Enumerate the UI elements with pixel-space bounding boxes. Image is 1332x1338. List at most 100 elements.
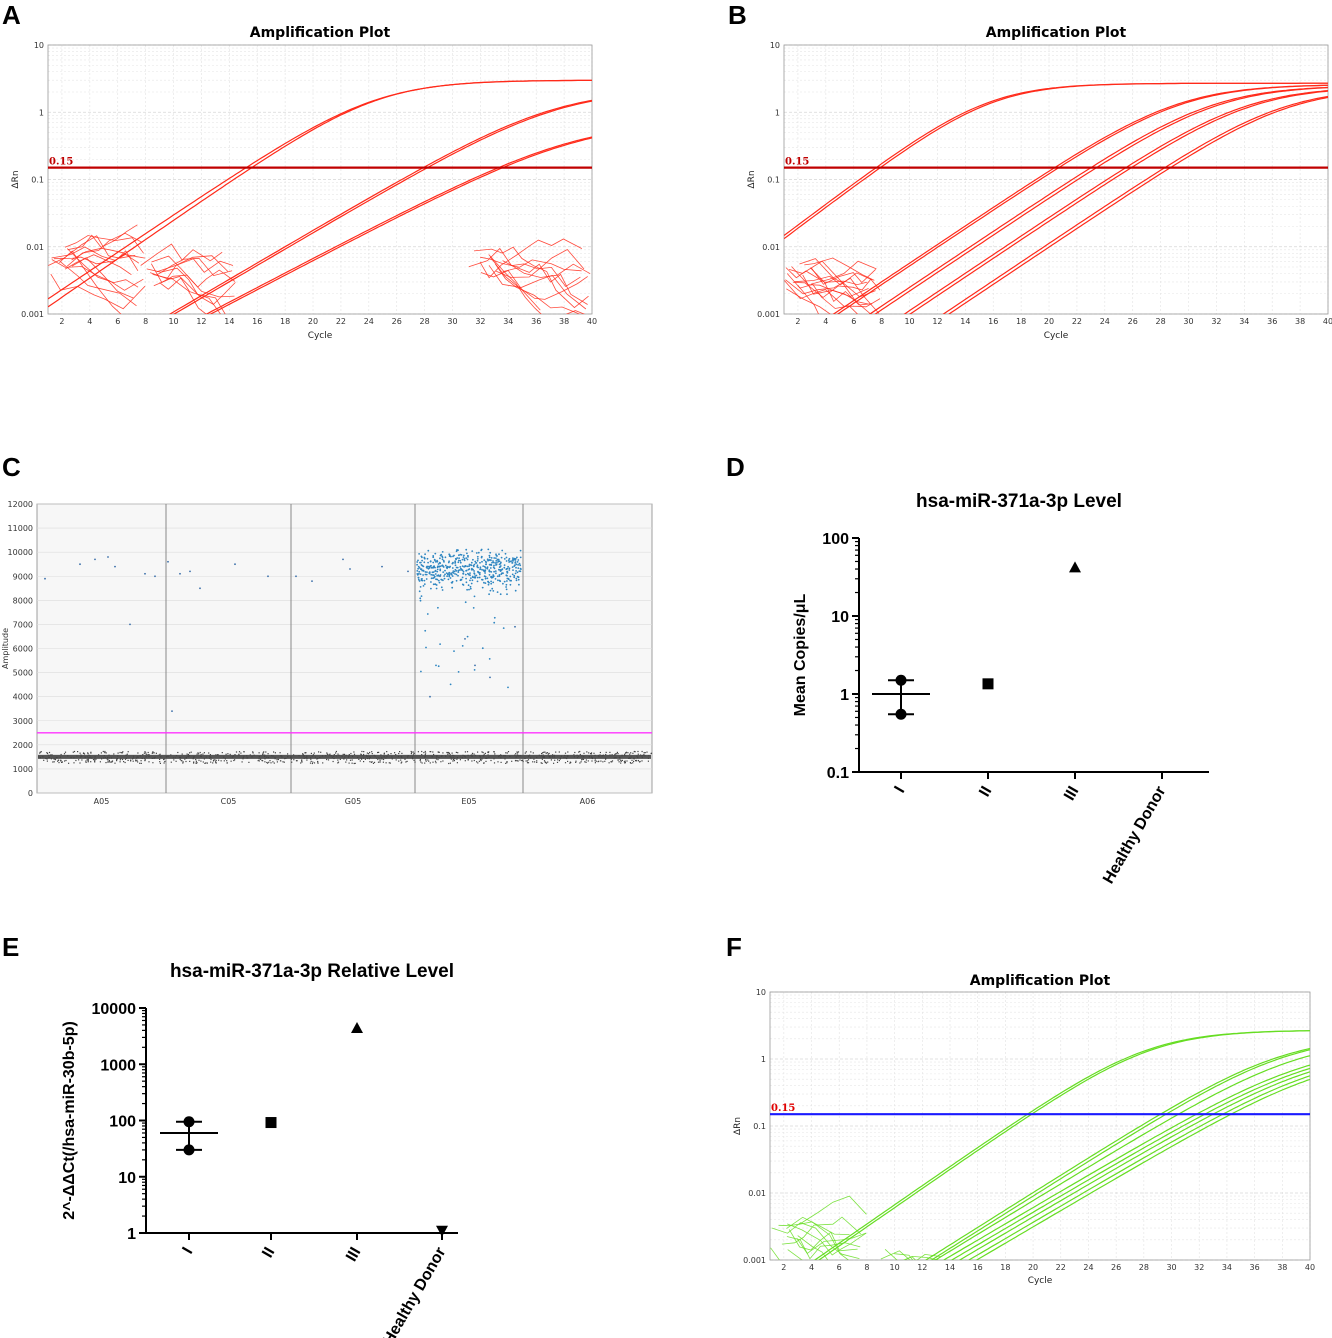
negative-droplet [590,753,592,755]
negative-droplet [451,752,453,754]
positive-droplet [517,559,520,561]
x-tick-label: II [976,784,995,800]
noise-trace [785,267,873,306]
curve-layer [770,1030,1310,1260]
negative-droplet [456,762,458,764]
noise-trace [771,1222,860,1259]
positive-droplet [427,565,429,568]
x-tick-label: 8 [864,1263,869,1272]
negative-droplet [630,756,632,758]
noise-trace [494,263,581,314]
negative-droplet [504,755,506,757]
negative-droplet [106,758,108,760]
negative-droplet [89,757,91,759]
curve-layer [784,82,1328,314]
negative-droplet [348,755,350,757]
x-tick-label: 32 [1211,317,1221,326]
positive-droplet [179,572,181,575]
negative-droplet [127,759,129,761]
noise-trace [60,261,137,307]
positive-droplet [489,551,492,554]
positive-droplet [446,573,449,576]
negative-droplet [187,755,189,757]
positive-droplet [440,578,443,581]
negative-droplet [366,755,368,757]
negative-droplet [543,757,545,759]
negative-droplet [565,757,567,759]
negative-droplet [381,757,383,759]
negative-droplet [345,761,347,763]
positive-droplet [510,579,512,582]
noise-trace [787,1223,867,1256]
negative-droplet [257,760,259,762]
negative-droplet [644,752,646,754]
negative-droplet [113,753,115,755]
positive-droplet [419,561,421,564]
negative-droplet [148,761,150,763]
negative-droplet [303,755,305,757]
negative-droplet [448,752,450,754]
negative-droplet [335,750,337,753]
negative-droplet [290,756,292,758]
negative-droplet [583,752,585,754]
x-tick-label: 26 [392,317,402,326]
negative-droplet [563,756,565,759]
positive-droplet [432,583,435,586]
negative-droplet [579,762,581,764]
y-tick-label: 10 [831,609,849,626]
negative-droplet [463,755,465,757]
negative-droplet [142,754,144,756]
negative-droplet [541,758,543,760]
negative-droplet [637,753,639,755]
positive-droplet [437,579,440,582]
negative-droplet [573,754,575,756]
positive-droplet [462,570,465,573]
negative-droplet [344,756,346,758]
positive-droplet [417,567,419,570]
negative-droplet [76,755,78,757]
negative-droplet [153,752,155,754]
negative-droplet [449,755,451,757]
negative-droplet [630,752,632,754]
positive-droplet [473,576,476,579]
positive-droplet [505,560,508,562]
positive-droplet [496,555,498,557]
positive-droplet [418,590,421,593]
negative-droplet [51,754,53,756]
positive-droplet [499,593,502,596]
positive-droplet [517,564,519,566]
negative-droplet [46,760,48,762]
data-point-triangle-up [351,1022,363,1034]
negative-droplet [419,758,421,761]
positive-droplet [417,576,420,579]
negative-droplet [551,756,554,758]
negative-droplet [330,755,332,757]
negative-droplet [452,757,454,759]
noise-trace [894,1253,914,1260]
negative-droplet [353,751,355,753]
y-tick-label: 12000 [8,500,33,509]
x-tick-label: 26 [1128,317,1138,326]
negative-droplet [269,760,271,762]
positive-droplet [495,553,497,556]
negative-droplet [635,760,637,762]
negative-droplet [598,760,600,762]
negative-droplet [276,759,278,761]
data-point-circle [895,674,907,686]
positive-droplet [423,579,426,582]
positive-droplet [511,566,514,568]
positive-droplet [407,570,409,573]
positive-droplet [491,561,493,564]
negative-droplet [506,752,508,754]
negative-droplet [600,760,602,762]
positive-droplet [381,565,383,568]
negative-droplet [179,757,182,759]
positive-droplet [455,558,457,561]
positive-droplet [454,564,457,567]
positive-droplet [451,567,454,569]
negative-droplet [594,758,596,760]
positive-droplet [514,589,517,592]
negative-droplet [391,758,393,760]
negative-droplet [108,761,110,763]
negative-droplet [121,752,123,754]
